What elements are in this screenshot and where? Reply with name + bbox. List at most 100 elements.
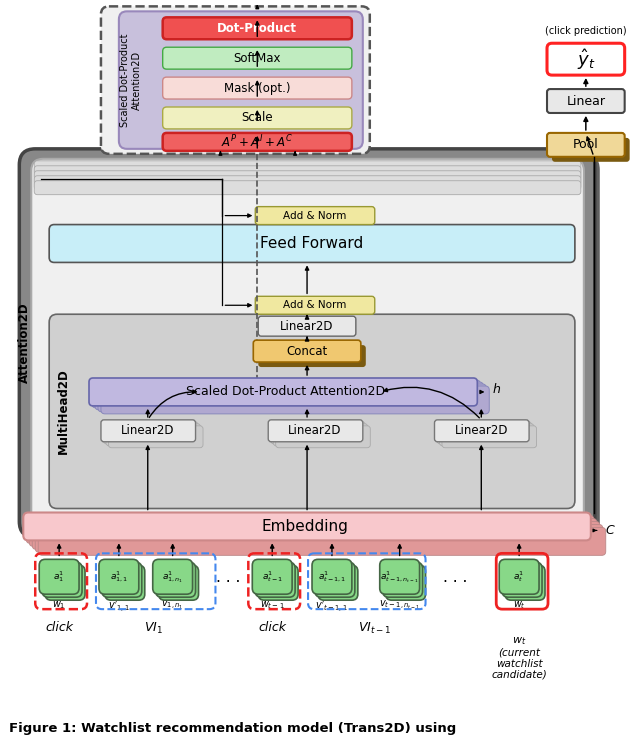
FancyBboxPatch shape xyxy=(253,340,361,362)
FancyBboxPatch shape xyxy=(105,565,145,600)
Text: $w_t$: $w_t$ xyxy=(513,600,525,611)
FancyBboxPatch shape xyxy=(24,153,600,542)
FancyBboxPatch shape xyxy=(106,424,200,446)
FancyBboxPatch shape xyxy=(552,138,630,162)
FancyBboxPatch shape xyxy=(255,562,295,597)
Text: $A^P + A^I + A^C$: $A^P + A^I + A^C$ xyxy=(221,134,293,150)
FancyBboxPatch shape xyxy=(259,565,298,600)
FancyBboxPatch shape xyxy=(35,171,581,184)
FancyBboxPatch shape xyxy=(98,384,486,412)
Text: $C$: $C$ xyxy=(605,524,616,537)
FancyBboxPatch shape xyxy=(119,11,363,149)
Text: Scale: Scale xyxy=(241,111,273,125)
Text: Pool: Pool xyxy=(573,138,598,151)
FancyBboxPatch shape xyxy=(153,559,193,594)
FancyBboxPatch shape xyxy=(318,565,358,600)
FancyBboxPatch shape xyxy=(20,150,596,538)
FancyBboxPatch shape xyxy=(29,519,596,547)
FancyBboxPatch shape xyxy=(26,516,594,544)
Text: $a_{t-1,1}^1$: $a_{t-1,1}^1$ xyxy=(317,569,346,584)
Text: (current: (current xyxy=(498,647,540,657)
Text: Scaled Dot-Product Attention2D: Scaled Dot-Product Attention2D xyxy=(186,386,385,398)
FancyBboxPatch shape xyxy=(276,426,371,448)
Text: SoftMax: SoftMax xyxy=(234,51,281,65)
FancyBboxPatch shape xyxy=(38,528,605,556)
Text: (click prediction): (click prediction) xyxy=(545,26,627,36)
Text: Linear2D: Linear2D xyxy=(288,424,342,437)
Text: Add & Norm: Add & Norm xyxy=(284,300,347,310)
Text: Add & Norm: Add & Norm xyxy=(284,211,347,221)
Text: $a_{t-1,n_{t-1}}^1$: $a_{t-1,n_{t-1}}^1$ xyxy=(380,569,419,584)
FancyBboxPatch shape xyxy=(101,6,370,153)
FancyBboxPatch shape xyxy=(92,380,480,408)
FancyBboxPatch shape xyxy=(23,513,591,541)
Text: $a_t^1$: $a_t^1$ xyxy=(513,569,525,584)
Text: $w_{t-1}$: $w_{t-1}$ xyxy=(260,600,285,611)
FancyBboxPatch shape xyxy=(547,133,625,156)
Text: · · ·: · · · xyxy=(216,575,241,590)
FancyBboxPatch shape xyxy=(499,559,539,594)
FancyBboxPatch shape xyxy=(102,562,142,597)
FancyBboxPatch shape xyxy=(35,181,581,195)
Text: Mask (opt.): Mask (opt.) xyxy=(224,82,291,94)
FancyBboxPatch shape xyxy=(255,296,375,314)
FancyBboxPatch shape xyxy=(39,559,79,594)
FancyBboxPatch shape xyxy=(437,422,532,444)
FancyBboxPatch shape xyxy=(21,151,596,539)
FancyBboxPatch shape xyxy=(547,43,625,75)
Text: $a_{1,n_1}^1$: $a_{1,n_1}^1$ xyxy=(162,569,183,584)
FancyBboxPatch shape xyxy=(104,422,198,444)
Text: $\hat{y}_t$: $\hat{y}_t$ xyxy=(577,47,595,72)
Text: Scaled Dot-Product
Attention2D: Scaled Dot-Product Attention2D xyxy=(120,33,142,127)
Text: click: click xyxy=(258,621,286,634)
FancyBboxPatch shape xyxy=(32,522,600,550)
Text: Attention2D: Attention2D xyxy=(18,303,31,383)
FancyBboxPatch shape xyxy=(163,133,352,151)
FancyBboxPatch shape xyxy=(45,565,85,600)
Text: candidate): candidate) xyxy=(492,670,547,680)
FancyBboxPatch shape xyxy=(35,161,581,175)
FancyBboxPatch shape xyxy=(440,424,534,446)
FancyBboxPatch shape xyxy=(156,562,196,597)
Text: watchlist: watchlist xyxy=(496,659,543,669)
FancyBboxPatch shape xyxy=(95,382,483,410)
FancyBboxPatch shape xyxy=(163,17,352,39)
FancyBboxPatch shape xyxy=(22,152,598,541)
Text: $a_{1,1}^1$: $a_{1,1}^1$ xyxy=(109,569,128,584)
FancyBboxPatch shape xyxy=(163,77,352,99)
FancyBboxPatch shape xyxy=(435,420,529,442)
Text: $w_1$: $w_1$ xyxy=(52,600,66,611)
Text: Concat: Concat xyxy=(287,345,328,358)
FancyBboxPatch shape xyxy=(315,562,355,597)
Text: $v'_{1,1}$: $v'_{1,1}$ xyxy=(108,600,130,614)
Text: $a_1^1$: $a_1^1$ xyxy=(53,569,65,584)
FancyBboxPatch shape xyxy=(23,153,599,541)
FancyBboxPatch shape xyxy=(35,525,603,553)
Text: Dot-Product: Dot-Product xyxy=(217,22,297,35)
FancyBboxPatch shape xyxy=(268,420,363,442)
Text: Linear: Linear xyxy=(566,94,605,107)
Text: $v_{t-1,n_{t-1}}$: $v_{t-1,n_{t-1}}$ xyxy=(379,600,420,612)
FancyBboxPatch shape xyxy=(547,89,625,113)
Text: · · ·: · · · xyxy=(444,575,468,590)
FancyBboxPatch shape xyxy=(35,175,581,190)
FancyBboxPatch shape xyxy=(42,562,82,597)
FancyBboxPatch shape xyxy=(101,386,489,414)
FancyBboxPatch shape xyxy=(271,422,365,444)
Text: $w_t$: $w_t$ xyxy=(512,635,526,647)
FancyBboxPatch shape xyxy=(505,565,545,600)
FancyBboxPatch shape xyxy=(49,225,575,262)
Text: Feed Forward: Feed Forward xyxy=(260,236,364,251)
FancyBboxPatch shape xyxy=(502,562,542,597)
FancyBboxPatch shape xyxy=(89,378,477,406)
FancyBboxPatch shape xyxy=(163,107,352,129)
FancyBboxPatch shape xyxy=(159,565,198,600)
Text: Embedding: Embedding xyxy=(262,519,349,534)
FancyBboxPatch shape xyxy=(252,559,292,594)
FancyBboxPatch shape xyxy=(383,562,422,597)
Text: Linear2D: Linear2D xyxy=(454,424,508,437)
FancyBboxPatch shape xyxy=(273,424,368,446)
FancyBboxPatch shape xyxy=(386,565,426,600)
FancyBboxPatch shape xyxy=(259,316,356,336)
FancyBboxPatch shape xyxy=(380,559,420,594)
